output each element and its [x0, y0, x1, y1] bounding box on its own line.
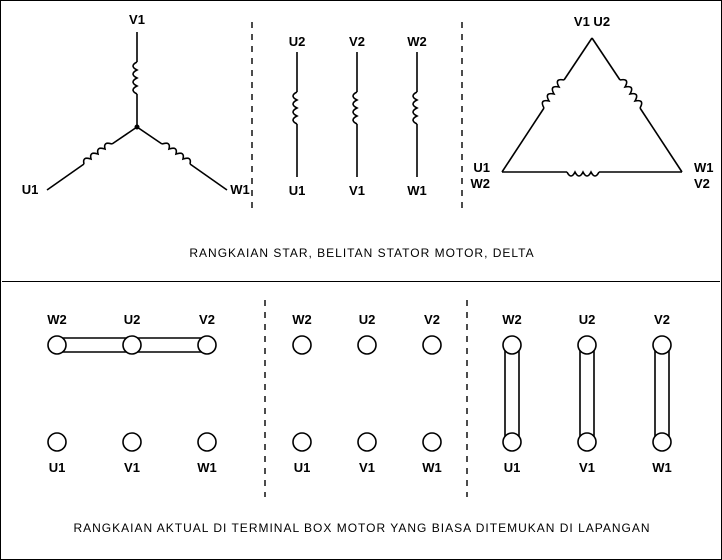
windings-diagram: U2 U1 V2 V1 W2 W1	[289, 34, 427, 198]
svg-text:V1: V1	[359, 460, 375, 475]
delta-label-righttop: W1	[694, 160, 714, 175]
terminal-panel-star: W2 U2 V2 U1 V1 W1	[47, 312, 217, 475]
star-label-left: U1	[22, 182, 39, 197]
diagram-frame: V1 U1 W1 U2 U1	[0, 0, 722, 560]
delta-label-rightbot: V2	[694, 176, 710, 191]
svg-text:W2: W2	[47, 312, 67, 327]
svg-text:V2: V2	[654, 312, 670, 327]
svg-text:U2: U2	[124, 312, 141, 327]
svg-text:U2: U2	[579, 312, 596, 327]
delta-label-lefttop: U1	[473, 160, 490, 175]
delta-label-apex: V1 U2	[574, 14, 610, 29]
svg-text:V1: V1	[579, 460, 595, 475]
terminal-panel-open: W2 U2 V2 U1 V1 W1	[292, 312, 442, 475]
svg-text:U1: U1	[49, 460, 66, 475]
winding-1-bot: V1	[349, 183, 365, 198]
svg-text:U1: U1	[504, 460, 521, 475]
star-label-right: W1	[230, 182, 250, 197]
svg-text:U2: U2	[359, 312, 376, 327]
delta-diagram: V1 U2 U1 W2 W1 V2	[471, 14, 714, 191]
winding-0-top: U2	[289, 34, 306, 49]
svg-text:V1: V1	[124, 460, 140, 475]
winding-0-bot: U1	[289, 183, 306, 198]
svg-text:W1: W1	[652, 460, 672, 475]
caption-top: RANGKAIAN STAR, BELITAN STATOR MOTOR, DE…	[189, 246, 534, 260]
top-panel: V1 U1 W1 U2 U1	[2, 2, 722, 281]
star-label-top: V1	[129, 12, 145, 27]
delta-label-leftbot: W2	[471, 176, 491, 191]
svg-text:W1: W1	[197, 460, 217, 475]
winding-2-top: W2	[407, 34, 427, 49]
star-diagram: V1 U1 W1	[22, 12, 250, 197]
terminal-panel-delta: W2 U2 V2 U1 V1 W1	[502, 312, 672, 475]
svg-text:W2: W2	[292, 312, 312, 327]
bottom-panel: W2 U2 V2 U1 V1 W1 W2 U2 V2	[2, 282, 722, 560]
caption-bottom: RANGKAIAN AKTUAL DI TERMINAL BOX MOTOR Y…	[73, 521, 650, 535]
svg-text:V2: V2	[199, 312, 215, 327]
winding-2-bot: W1	[407, 183, 427, 198]
svg-text:U1: U1	[294, 460, 311, 475]
svg-text:W2: W2	[502, 312, 522, 327]
svg-text:V2: V2	[424, 312, 440, 327]
svg-text:W1: W1	[422, 460, 442, 475]
winding-1-top: V2	[349, 34, 365, 49]
